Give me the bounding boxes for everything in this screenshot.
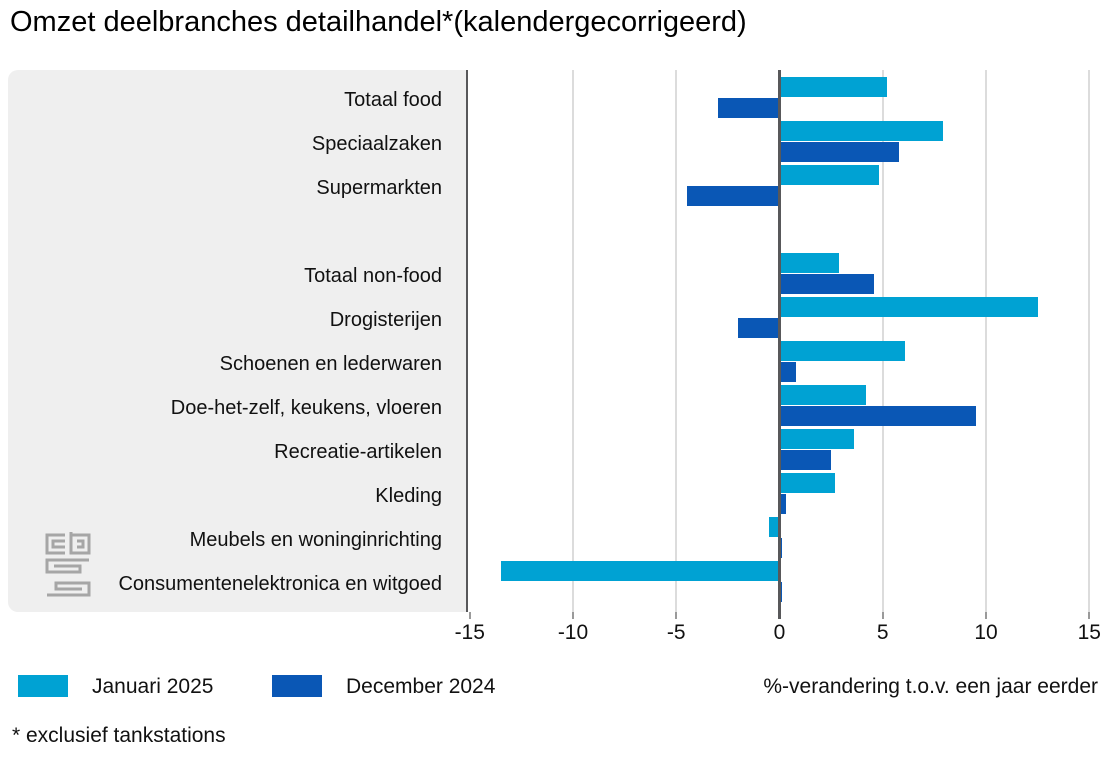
axis-tick-label: 15: [1077, 621, 1101, 644]
axis-tick: [468, 612, 471, 619]
x-axis-unit-label: %-verandering t.o.v. een jaar eerder: [763, 675, 1098, 698]
bar-januari-2025: [779, 121, 943, 141]
axis-tick-label: -15: [454, 621, 485, 644]
category-label: Consumentenelektronica en witgoed: [118, 573, 442, 595]
zero-gridline: [778, 70, 781, 612]
category-label-panel: [8, 70, 466, 612]
category-label: Kleding: [375, 485, 442, 507]
category-label: Meubels en woninginrichting: [189, 529, 442, 551]
axis-tick-label: 10: [974, 621, 998, 644]
category-label: Recreatie-artikelen: [274, 441, 442, 463]
bar-december-2024: [738, 318, 780, 338]
gridline: [1088, 70, 1091, 612]
bar-december-2024: [686, 186, 780, 206]
axis-tick: [1088, 612, 1091, 619]
bar-december-2024: [779, 362, 797, 382]
axis-tick: [675, 612, 678, 619]
bar-januari-2025: [769, 517, 780, 537]
bar-januari-2025: [779, 253, 840, 273]
cbs-logo: [45, 532, 91, 597]
bar-december-2024: [779, 274, 875, 294]
bar-december-2024: [779, 142, 900, 162]
bar-januari-2025: [779, 77, 887, 97]
footnote: * exclusief tankstations: [12, 724, 226, 747]
bar-januari-2025: [500, 561, 780, 581]
bar-januari-2025: [779, 297, 1038, 317]
axis-tick: [572, 612, 574, 619]
category-label: Totaal non-food: [304, 265, 442, 287]
legend: Januari 2025 December 2024 %-verandering…: [0, 675, 1110, 699]
bar-januari-2025: [779, 341, 906, 361]
category-label: Doe-het-zelf, keukens, vloeren: [170, 397, 442, 419]
axis-tick: [778, 612, 781, 619]
bar-januari-2025: [779, 165, 879, 185]
bar-december-2024: [779, 450, 832, 470]
chart-title: Omzet deelbranches detailhandel*(kalende…: [10, 6, 747, 38]
axis-tick-label: 5: [876, 621, 889, 644]
axis-tick: [985, 612, 987, 619]
legend-swatch-december-2024: [272, 675, 322, 697]
axis-tick: [881, 612, 884, 619]
axis-tick-label: -10: [557, 621, 589, 644]
legend-swatch-januari-2025: [18, 675, 68, 697]
category-label: Schoenen en lederwaren: [219, 353, 442, 375]
bar-januari-2025: [779, 429, 854, 449]
legend-label-januari-2025: Januari 2025: [92, 675, 214, 698]
axis-tick-label: -5: [666, 621, 686, 644]
y-axis-line: [466, 70, 468, 612]
bar-januari-2025: [779, 473, 836, 493]
gridline: [985, 70, 987, 612]
bar-december-2024: [779, 494, 786, 514]
bar-januari-2025: [779, 385, 867, 405]
gridline: [572, 70, 574, 612]
gridline: [675, 70, 678, 612]
category-label: Totaal food: [344, 89, 442, 111]
bar-december-2024: [779, 406, 976, 426]
category-label: Drogisterijen: [329, 309, 442, 331]
bar-december-2024: [717, 98, 780, 118]
legend-label-december-2024: December 2024: [346, 675, 496, 698]
axis-tick-label: 0: [773, 621, 786, 644]
category-label: Speciaalzaken: [311, 133, 442, 155]
category-label: Supermarkten: [316, 177, 442, 199]
